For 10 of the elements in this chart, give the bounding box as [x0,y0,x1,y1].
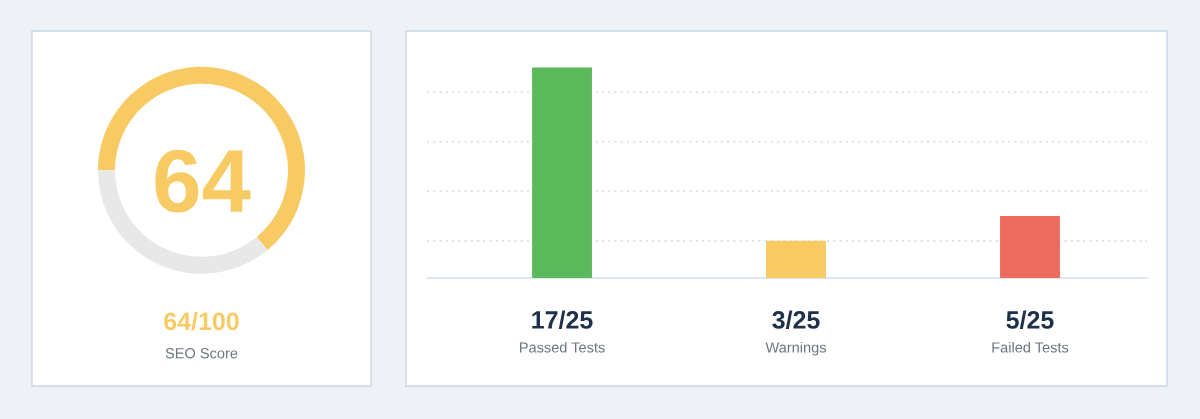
text: SEO Score [165,348,238,359]
x-tick-label: Warnings [765,341,827,356]
data-label: 17/25 [532,310,593,330]
data-label: 64 [155,149,251,213]
donut-slice [98,66,305,251]
x-tick-label: Failed Tests [992,341,1069,353]
text: 64/100 [164,311,239,331]
x-tick-label: Passed Tests [519,341,605,353]
data-label: 5/25 [1006,310,1054,330]
data-label: 3/25 [772,310,820,330]
